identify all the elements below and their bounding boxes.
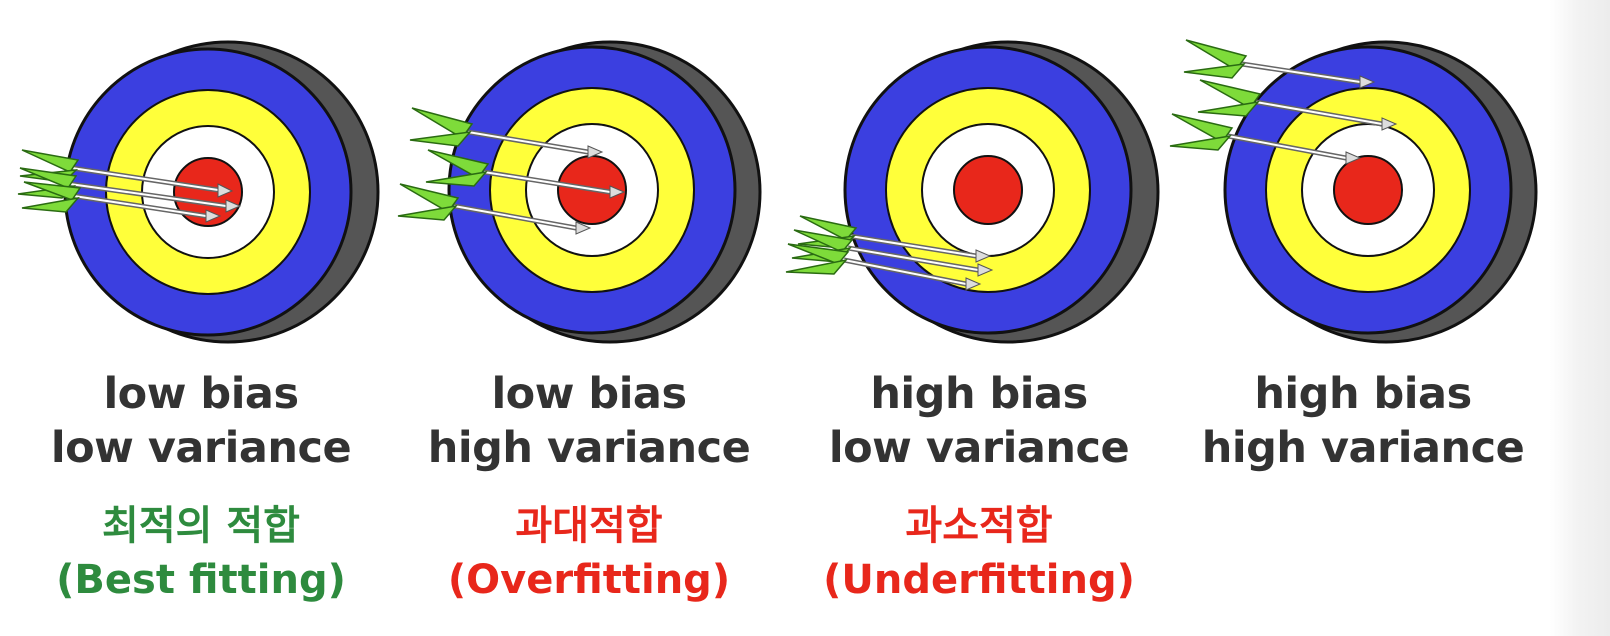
panel-high-bias-low-variance: high bias low variance 과소적합 (Underfittin… bbox=[778, 0, 1180, 636]
arrow-icon bbox=[397, 183, 592, 235]
bullseye bbox=[953, 155, 1023, 225]
archery-target-icon bbox=[397, 40, 762, 344]
arrow-icon bbox=[785, 243, 982, 291]
bias-label: high bias bbox=[1254, 369, 1472, 419]
fit-label-korean: 최적의 적합 bbox=[102, 503, 300, 549]
bullseye bbox=[1333, 155, 1403, 225]
bias-label: low bias bbox=[103, 369, 299, 419]
arrow-icon bbox=[797, 215, 992, 263]
panel-high-bias-high-variance: high bias high variance bbox=[1162, 0, 1564, 636]
fit-label-english: (Underfitting) bbox=[823, 557, 1135, 603]
fit-label-korean: 과소적합 bbox=[905, 503, 1053, 549]
arrow-icon bbox=[409, 107, 604, 159]
arrow-icon bbox=[425, 149, 626, 199]
archery-target-icon bbox=[1169, 39, 1538, 344]
arrow-icon bbox=[1197, 79, 1398, 131]
variance-label: high variance bbox=[1201, 423, 1525, 473]
panel-low-bias-low-variance: low bias low variance 최적의 적합 (Best fitti… bbox=[0, 0, 402, 636]
arrow-icon bbox=[1169, 113, 1362, 165]
archery-target-icon bbox=[785, 40, 1160, 344]
fit-label-english: (Overfitting) bbox=[447, 557, 731, 603]
scrollbar-track bbox=[1550, 0, 1610, 636]
panel-low-bias-high-variance: low bias high variance 과대적합 (Overfitting… bbox=[388, 0, 790, 636]
fit-label-english: (Best fitting) bbox=[56, 557, 346, 603]
fit-label-korean: 과대적합 bbox=[515, 503, 663, 549]
variance-label: low variance bbox=[828, 423, 1130, 473]
bullseye bbox=[173, 157, 243, 227]
variance-label: high variance bbox=[427, 423, 751, 473]
archery-target-icon bbox=[17, 40, 380, 344]
bias-label: low bias bbox=[491, 369, 687, 419]
arrow-icon bbox=[21, 181, 222, 223]
bias-label: high bias bbox=[870, 369, 1088, 419]
variance-label: low variance bbox=[50, 423, 352, 473]
arrow-icon bbox=[1183, 39, 1376, 89]
